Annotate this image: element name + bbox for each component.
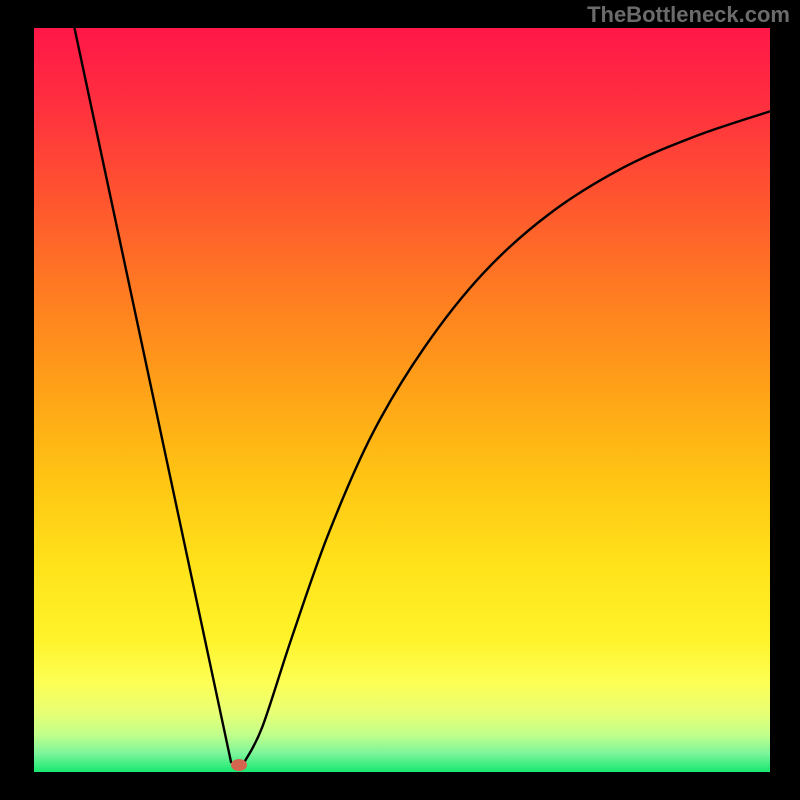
- watermark-text: TheBottleneck.com: [587, 2, 790, 28]
- curve-layer: [34, 28, 770, 772]
- plot-area: [34, 28, 770, 772]
- curve-right-branch: [244, 111, 770, 763]
- chart-container: TheBottleneck.com: [0, 0, 800, 800]
- curve-left-branch: [74, 28, 231, 763]
- vertex-marker: [231, 759, 247, 771]
